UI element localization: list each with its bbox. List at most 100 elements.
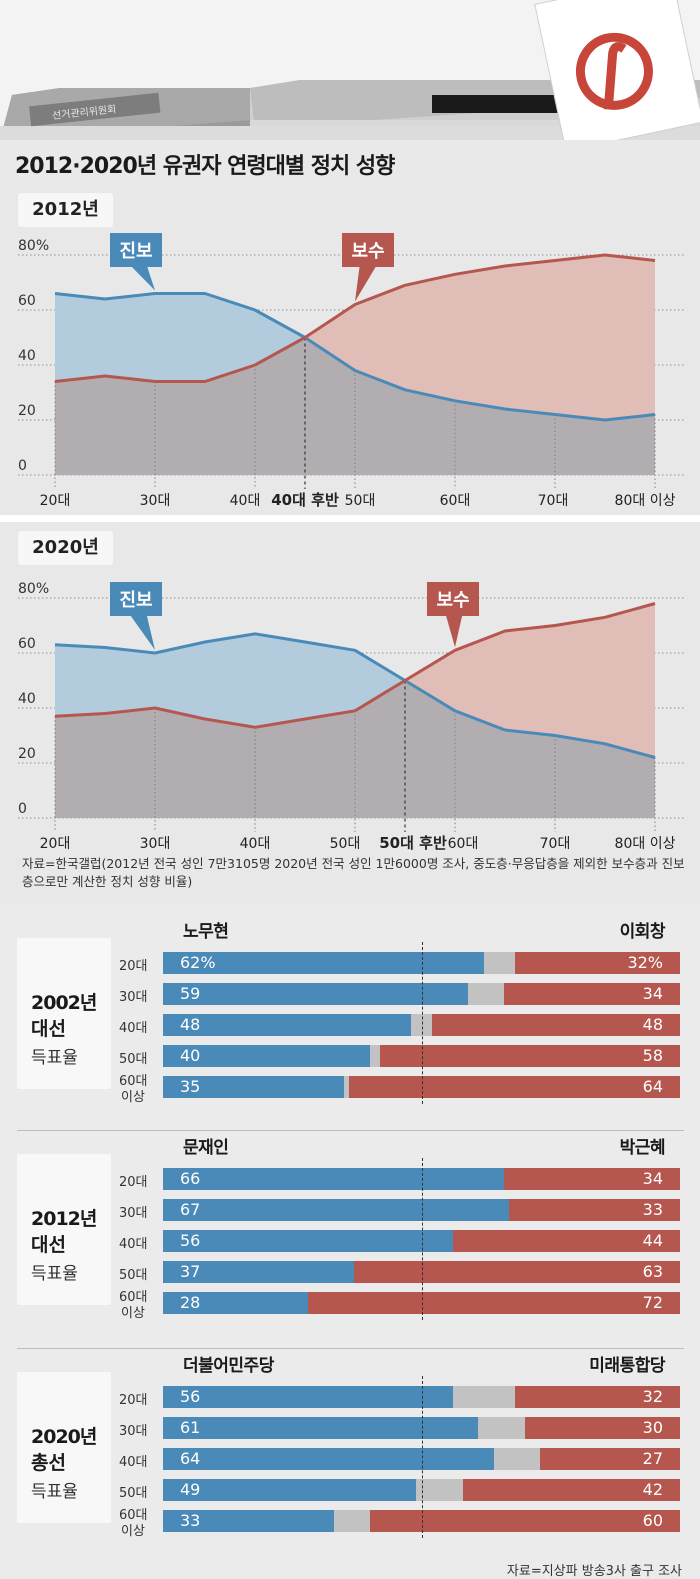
y-tick-label: 20	[18, 746, 36, 762]
year-label-2020: 2020년	[18, 531, 113, 565]
age-label-suffix: 이상	[121, 1524, 145, 1539]
bar-right-value: 32%	[627, 953, 663, 972]
conservative-line	[54, 253, 656, 383]
candidate-left-name: 더불어민주당	[183, 1356, 274, 1376]
progressive-area	[55, 633, 405, 728]
year-label-2012: 2012년	[18, 193, 113, 227]
progressive-callout-label: 진보	[119, 590, 152, 611]
conservative-area	[305, 255, 655, 420]
section-kind: 대선	[31, 1018, 66, 1040]
y-tick-label: 60	[18, 293, 36, 309]
bar-left-segment	[163, 1045, 370, 1067]
bar-right-segment	[380, 1045, 680, 1067]
bar-left-segment	[163, 1014, 412, 1036]
section-year: 2020년	[31, 1426, 97, 1448]
panel-divider	[0, 515, 700, 522]
conservative-callout-label: 보수	[436, 590, 469, 611]
bar-left-segment	[163, 1168, 505, 1190]
age-label: 30대	[119, 990, 148, 1005]
overlap-area	[55, 680, 655, 818]
bar-right-segment	[504, 1168, 680, 1190]
section-metric-label: 득표율	[31, 1264, 78, 1284]
candidate-left-name: 문재인	[183, 1138, 229, 1158]
bar-left-segment	[163, 983, 468, 1005]
bar-right-segment	[354, 1261, 680, 1283]
bar-right-value: 30	[642, 1418, 663, 1437]
bar-left-value: 28	[180, 1293, 201, 1312]
bar-left-value: 56	[180, 1387, 201, 1406]
vote-share-section: 노무현 이회창 2002년 대선 득표율 20대 62% 32% 30대 59 34 40대 48 48 5…	[0, 905, 700, 1579]
age-label: 60대	[119, 1508, 148, 1523]
x-tick-label: 40대	[240, 836, 271, 852]
x-tick-label: 50대	[345, 493, 376, 509]
bar-right-value: 27	[642, 1449, 663, 1468]
y-tick-label: 80%	[18, 581, 49, 597]
bar-right-segment	[524, 1417, 680, 1439]
conservative-callout-pointer	[445, 612, 463, 648]
x-tick-label: 70대	[540, 836, 571, 852]
bar-left-segment	[163, 1386, 453, 1408]
age-label: 40대	[119, 1237, 148, 1252]
fifty-percent-marker	[421, 1158, 423, 1320]
bar-left-value: 62%	[180, 953, 216, 972]
y-tick-label: 0	[18, 458, 27, 474]
bar-right-value: 32	[642, 1387, 663, 1406]
y-tick-label: 80%	[18, 238, 49, 254]
section-year: 2002년	[31, 992, 97, 1014]
conservative-area	[405, 603, 655, 758]
bar-right-value: 63	[642, 1262, 663, 1281]
bar-left-value: 64	[180, 1449, 201, 1468]
section-metric-label: 득표율	[31, 1482, 78, 1502]
candidate-left-name: 노무현	[183, 922, 229, 942]
progressive-callout-box	[110, 582, 162, 616]
overlap-area	[55, 337, 655, 475]
source-note-gallup: 자료=한국갤럽(2012년 전국 성인 7만3105명 2020년 전국 성인 …	[22, 856, 685, 889]
bar-left-segment	[163, 1261, 355, 1283]
bar-left-segment	[163, 1417, 479, 1439]
age-label: 30대	[119, 1206, 148, 1221]
bar-left-value: 49	[180, 1480, 201, 1499]
section-divider	[17, 1130, 684, 1131]
x-tick-label: 30대	[140, 493, 171, 509]
x-tick-label: 20대	[40, 836, 71, 852]
bar-left-segment	[163, 1510, 334, 1532]
page-title: 2012·2020년 유권자 연령대별 정치 성향	[15, 154, 395, 179]
bar-right-segment	[349, 1076, 680, 1098]
bar-right-value: 34	[642, 1169, 663, 1188]
bar-right-segment	[514, 1386, 680, 1408]
y-tick-label: 0	[18, 801, 27, 817]
bar-left-value: 40	[180, 1046, 201, 1065]
bar-right-segment	[540, 1448, 680, 1470]
x-tick-label: 60대	[440, 493, 471, 509]
age-label: 20대	[119, 959, 148, 974]
section-label-box: 2002년 대선 득표율	[17, 938, 111, 1089]
bar-left-segment	[163, 1292, 308, 1314]
bar-right-segment	[452, 1230, 680, 1252]
bar-left-value: 35	[180, 1077, 201, 1096]
bar-right-value: 64	[642, 1077, 663, 1096]
bar-left-segment	[163, 952, 484, 974]
section-label-box: 2020년 총선 득표율	[17, 1372, 111, 1523]
header-illustration: 선거관리위원회	[0, 0, 700, 152]
bar-right-value: 34	[642, 984, 663, 1003]
bar-right-segment	[369, 1510, 680, 1532]
bar-left-segment	[163, 1199, 510, 1221]
age-label: 40대	[119, 1455, 148, 1470]
age-label: 60대	[119, 1290, 148, 1305]
fifty-percent-marker	[421, 1376, 423, 1538]
conservative-line	[54, 602, 656, 729]
candidate-right-name: 이회창	[619, 922, 666, 942]
y-tick-label: 60	[18, 636, 36, 652]
bar-left-value: 37	[180, 1262, 201, 1281]
age-label: 50대	[119, 1486, 148, 1501]
y-tick-label: 40	[18, 691, 36, 707]
age-label-suffix: 이상	[121, 1090, 145, 1105]
bar-right-value: 48	[642, 1015, 663, 1034]
bar-right-segment	[307, 1292, 680, 1314]
progressive-callout-pointer	[128, 263, 155, 291]
bar-right-segment	[504, 983, 680, 1005]
bar-left-value: 33	[180, 1511, 201, 1530]
bar-left-segment	[163, 1076, 344, 1098]
bar-right-segment	[514, 952, 680, 974]
x-tick-label: 70대	[538, 493, 569, 509]
